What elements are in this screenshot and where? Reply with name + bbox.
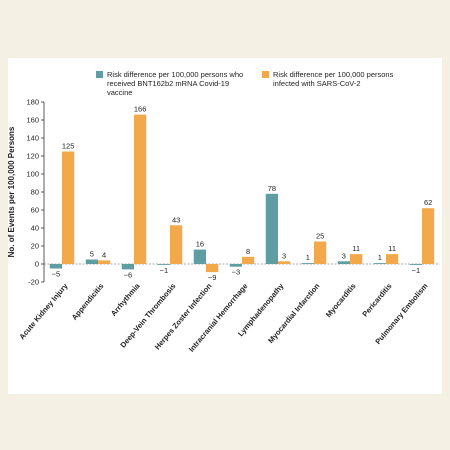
data-label: −6 xyxy=(124,270,133,279)
data-label: 43 xyxy=(172,215,180,224)
bar xyxy=(422,208,435,264)
y-tick-label: 100 xyxy=(26,170,39,179)
bar xyxy=(193,249,206,264)
data-label: −3 xyxy=(232,268,241,277)
x-tick-label: Appendicitis xyxy=(70,282,106,322)
bar xyxy=(170,225,183,264)
x-tick-label: Acute Kidney Injury xyxy=(17,281,70,341)
bar xyxy=(85,259,98,264)
data-label: 166 xyxy=(134,105,147,114)
data-label: 78 xyxy=(268,184,276,193)
x-tick-label: Arrhythmia xyxy=(109,281,142,318)
legend-swatch xyxy=(96,71,103,78)
data-label: 16 xyxy=(196,240,204,249)
data-label: 8 xyxy=(246,247,250,256)
data-label: 62 xyxy=(424,198,432,207)
legend-item: Risk difference per 100,000 persons who … xyxy=(96,70,256,97)
data-label: −1 xyxy=(160,266,169,275)
data-label: 25 xyxy=(316,232,324,241)
y-tick-label: 20 xyxy=(31,242,39,251)
bar xyxy=(242,256,255,264)
bar xyxy=(206,264,219,273)
y-tick-label: 0 xyxy=(35,260,39,269)
data-label: 4 xyxy=(102,250,106,259)
bar xyxy=(409,264,422,265)
y-tick-label: 120 xyxy=(26,152,39,161)
legend-item: Risk difference per 100,000 persons infe… xyxy=(262,70,402,88)
x-tick-label: Pericarditis xyxy=(360,282,393,319)
y-tick-label: 60 xyxy=(31,206,39,215)
data-label: −5 xyxy=(52,270,61,279)
data-label: 3 xyxy=(282,251,286,260)
bar xyxy=(157,264,170,265)
y-tick-label: -20 xyxy=(28,278,39,287)
y-axis-label: No. of Events per 100,000 Persons xyxy=(7,126,16,257)
data-label: 11 xyxy=(352,244,360,253)
y-tick-label: 160 xyxy=(26,116,39,125)
legend-label: Risk difference per 100,000 persons who … xyxy=(107,70,244,97)
chart-panel xyxy=(8,58,442,394)
bar xyxy=(49,264,62,269)
data-label: 11 xyxy=(388,244,396,253)
data-label: 1 xyxy=(306,253,310,262)
y-tick-label: 40 xyxy=(31,224,39,233)
bar xyxy=(373,263,386,264)
y-tick-label: 140 xyxy=(26,134,39,143)
bar xyxy=(278,261,291,264)
bar xyxy=(337,261,350,264)
y-tick-label: 180 xyxy=(26,98,39,107)
legend-label: Risk difference per 100,000 persons infe… xyxy=(273,70,394,88)
bar xyxy=(134,114,147,264)
data-label: −1 xyxy=(412,266,421,275)
data-label: 3 xyxy=(342,251,346,260)
bar xyxy=(314,241,327,264)
bar xyxy=(265,193,278,264)
data-label: 125 xyxy=(62,142,75,151)
x-tick-label: Myocarditis xyxy=(324,282,358,320)
bar xyxy=(62,151,75,264)
data-label: 5 xyxy=(90,250,94,259)
bar xyxy=(121,264,134,270)
bar xyxy=(98,260,111,264)
bar xyxy=(386,254,399,264)
bar xyxy=(301,263,314,264)
legend-swatch xyxy=(262,71,269,78)
y-tick-label: 80 xyxy=(31,188,39,197)
data-label: 1 xyxy=(378,253,382,262)
data-label: −9 xyxy=(208,273,217,282)
bar xyxy=(229,264,242,267)
bar xyxy=(350,254,363,264)
